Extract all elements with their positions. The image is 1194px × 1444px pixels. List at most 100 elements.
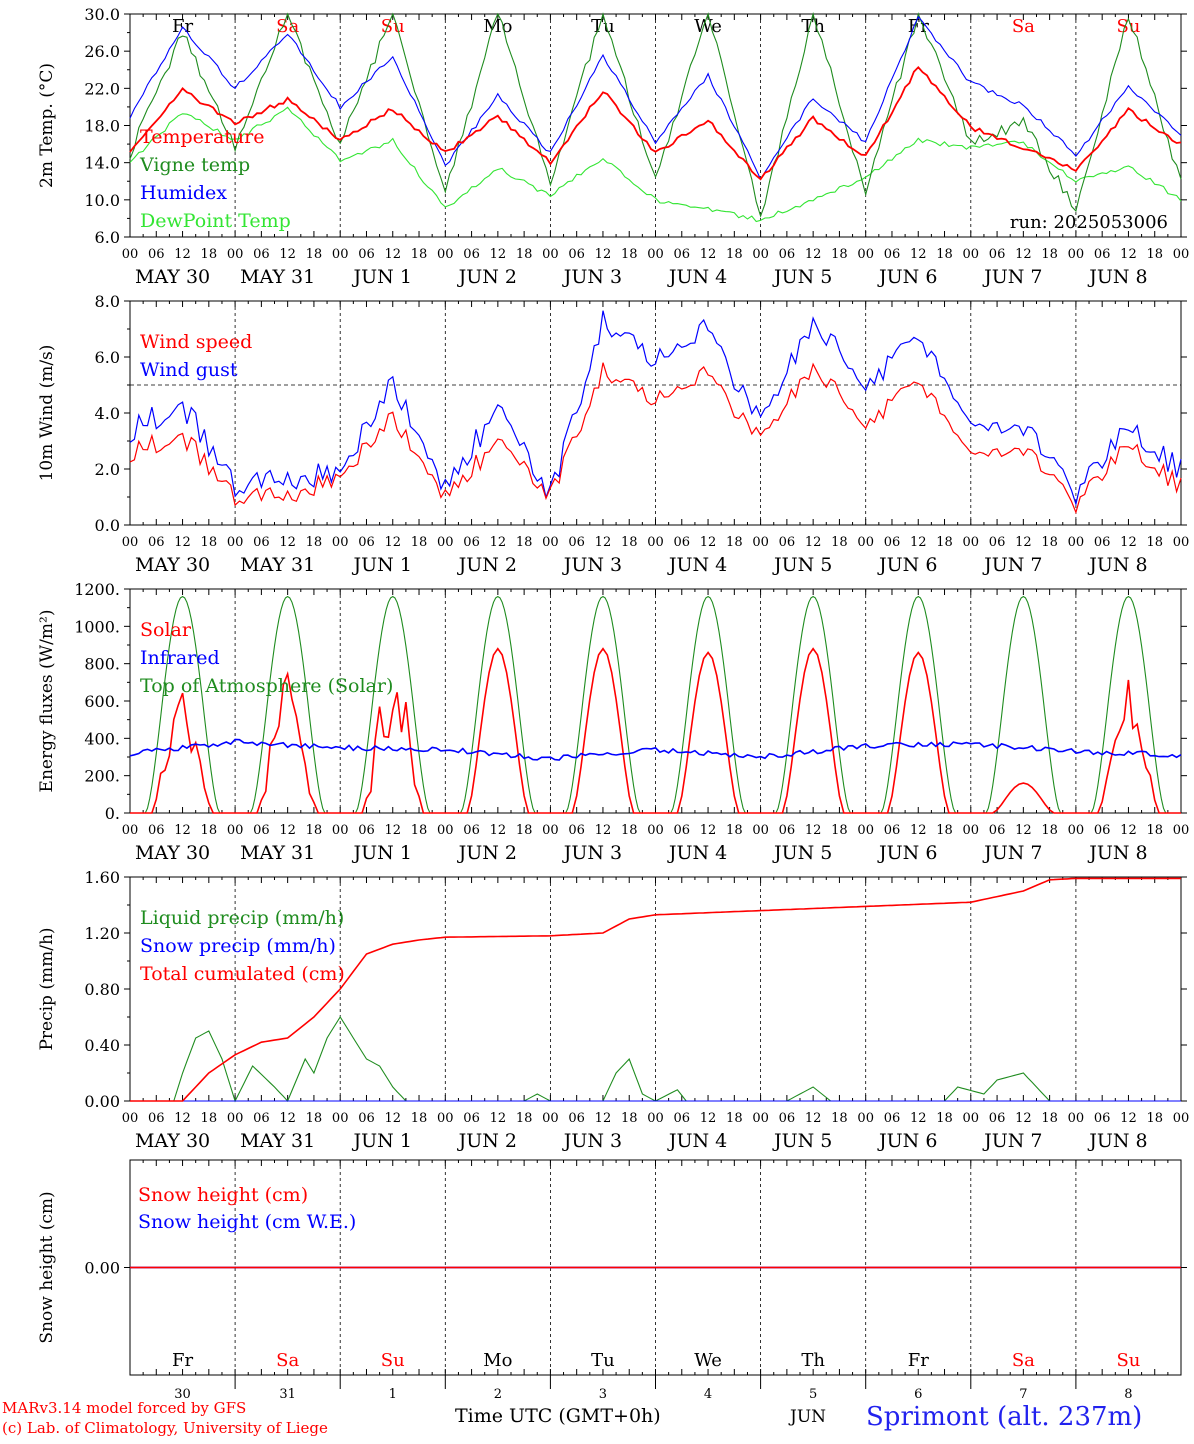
date-label: JUN 6 <box>877 1130 937 1152</box>
day-name-label: Tu <box>591 1350 615 1371</box>
hour-tick-label: 12 <box>384 247 401 262</box>
hour-tick-label: 00 <box>1173 247 1190 262</box>
hour-tick-label: 06 <box>253 247 270 262</box>
hour-tick-label: 12 <box>805 247 822 262</box>
hour-tick-label: 12 <box>384 535 401 550</box>
hour-tick-label: 12 <box>174 535 191 550</box>
day-number-label: 3 <box>599 1387 607 1402</box>
hour-tick-label: 18 <box>936 535 953 550</box>
series-line <box>129 738 1182 761</box>
legend-entry: Infrared <box>140 647 220 669</box>
series-line <box>129 15 1182 181</box>
hour-tick-label: 06 <box>779 247 796 262</box>
panel-frame <box>129 13 1182 238</box>
day-name-label: Fr <box>908 1350 929 1371</box>
hour-tick-label: 06 <box>358 247 375 262</box>
date-label: JUN 3 <box>562 1130 622 1152</box>
legend-entry: Top of Atmosphere (Solar) <box>140 675 393 697</box>
date-label: JUN 5 <box>772 842 832 864</box>
hour-tick-label: 00 <box>857 823 874 838</box>
series-line <box>130 647 1181 814</box>
hour-tick-label: 12 <box>700 1111 717 1126</box>
hour-tick-label: 18 <box>306 1111 323 1126</box>
y-tick-label: 30.0 <box>84 5 120 24</box>
day-name-label: Fr <box>908 16 929 37</box>
model-credit: MARv3.14 model forced by GFS <box>2 1399 247 1417</box>
hour-tick-label: 18 <box>516 823 533 838</box>
day-name-label: Fr <box>172 1350 193 1371</box>
y-tick-label: 1000. <box>74 617 120 636</box>
hour-tick-label: 12 <box>279 1111 296 1126</box>
day-name-label: Mo <box>483 1350 512 1371</box>
hour-tick-label: 00 <box>542 823 559 838</box>
hour-tick-label: 12 <box>279 247 296 262</box>
date-label: MAY 30 <box>135 842 210 864</box>
hour-tick-label: 06 <box>884 247 901 262</box>
hour-tick-label: 06 <box>884 823 901 838</box>
date-label: JUN 2 <box>457 554 517 576</box>
legend-entry: Wind speed <box>140 331 252 353</box>
hour-tick-label: 00 <box>647 823 664 838</box>
date-label: JUN 5 <box>772 266 832 288</box>
hour-tick-label: 06 <box>463 1111 480 1126</box>
hour-tick-label: 18 <box>411 535 428 550</box>
hour-tick-label: 00 <box>963 1111 980 1126</box>
y-axis-title: Precip (mm/h) <box>37 927 57 1050</box>
hour-tick-label: 06 <box>253 1111 270 1126</box>
hour-tick-label: 06 <box>463 535 480 550</box>
hour-tick-label: 00 <box>647 535 664 550</box>
hour-tick-label: 06 <box>148 535 165 550</box>
y-tick-label: 0.0 <box>95 516 120 535</box>
hour-tick-label: 18 <box>726 1111 743 1126</box>
lab-credit: (c) Lab. of Climatology, University of L… <box>2 1419 328 1437</box>
y-tick-label: 200. <box>84 767 120 786</box>
hour-tick-label: 12 <box>1015 1111 1032 1126</box>
date-label: JUN 1 <box>352 554 412 576</box>
date-label: MAY 31 <box>240 842 315 864</box>
date-label: JUN 8 <box>1087 842 1147 864</box>
date-label: JUN 3 <box>562 842 622 864</box>
legend-entry: Vigne temp <box>139 154 250 176</box>
hour-tick-label: 12 <box>174 1111 191 1126</box>
hour-tick-label: 00 <box>437 1111 454 1126</box>
hour-tick-label: 18 <box>516 535 533 550</box>
hour-tick-label: 00 <box>752 823 769 838</box>
hour-tick-label: 18 <box>936 823 953 838</box>
y-tick-label: 8.0 <box>95 292 120 311</box>
hour-tick-label: 12 <box>384 1111 401 1126</box>
legend-entry: Liquid precip (mm/h) <box>140 907 344 929</box>
run-annotation: run: 2025053006 <box>1010 212 1168 233</box>
day-number-label: 31 <box>279 1387 296 1402</box>
hour-tick-label: 06 <box>674 823 691 838</box>
hour-tick-label: 06 <box>989 247 1006 262</box>
legend-entry: Humidex <box>140 182 227 204</box>
legend-entry: DewPoint Temp <box>140 210 291 232</box>
day-number-label: 30 <box>174 1387 191 1402</box>
hour-tick-label: 06 <box>358 823 375 838</box>
day-number-label: 6 <box>914 1387 922 1402</box>
hour-tick-label: 18 <box>621 535 638 550</box>
legend-entry: Wind gust <box>140 359 238 381</box>
hour-tick-label: 06 <box>989 535 1006 550</box>
y-tick-label: 1200. <box>74 580 120 599</box>
hour-tick-label: 18 <box>831 1111 848 1126</box>
date-label: JUN 8 <box>1087 1130 1147 1152</box>
y-tick-label: 4.0 <box>95 404 120 423</box>
hour-tick-label: 18 <box>1146 1111 1163 1126</box>
date-label: JUN 3 <box>562 554 622 576</box>
day-name-label: Su <box>381 1350 405 1371</box>
hour-tick-label: 00 <box>542 1111 559 1126</box>
day-number-label: 7 <box>1019 1387 1027 1402</box>
series-line <box>130 877 1181 1102</box>
date-label: JUN 2 <box>457 1130 517 1152</box>
hour-tick-label: 00 <box>437 247 454 262</box>
date-label: JUN 2 <box>457 842 517 864</box>
hour-tick-label: 06 <box>779 535 796 550</box>
hour-tick-label: 00 <box>332 535 349 550</box>
day-number-label: 5 <box>809 1387 817 1402</box>
hour-tick-label: 06 <box>148 1111 165 1126</box>
series-line <box>129 362 1182 515</box>
station-name: Sprimont (alt. 237m) <box>866 1402 1143 1432</box>
hour-tick-label: 18 <box>831 823 848 838</box>
hour-tick-label: 18 <box>201 247 218 262</box>
